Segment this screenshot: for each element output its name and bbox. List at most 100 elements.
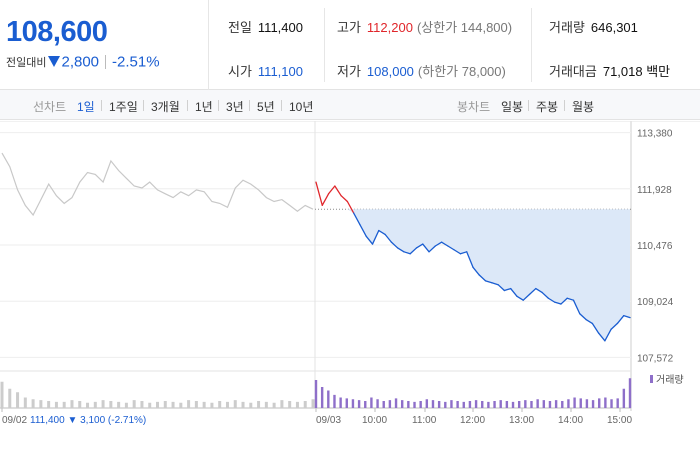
volume-bar bbox=[628, 378, 632, 408]
prev-day-volume-bar bbox=[233, 400, 237, 408]
prev-day-volume-bar bbox=[218, 401, 222, 408]
quote-header: 108,600 전일대비 2,800 -2.51% 전일 111,400 시가 111,… bbox=[0, 0, 700, 90]
divider bbox=[101, 100, 102, 111]
volume-bar bbox=[573, 397, 576, 408]
tab-3-year[interactable]: 3년 bbox=[226, 100, 244, 114]
volume-bar bbox=[456, 401, 459, 408]
price-segment bbox=[553, 301, 562, 305]
intraday-price-chart[interactable]: 113,380 111,928 110,476 109,024 107,572 거래량 09… bbox=[0, 121, 700, 450]
change-row: 전일대비 2,800 -2.51% bbox=[6, 53, 160, 71]
below-close-fill-area bbox=[316, 209, 630, 341]
price-segment bbox=[491, 282, 499, 286]
prev-day-volume-bar bbox=[23, 397, 27, 408]
prev-day-volume-bar bbox=[31, 399, 35, 408]
volume-bar bbox=[561, 401, 564, 408]
low-value: 108,000 bbox=[366, 64, 414, 79]
price-segment bbox=[315, 181, 323, 207]
price-segment bbox=[591, 322, 600, 334]
price-segment bbox=[434, 241, 443, 247]
volume-bar bbox=[339, 397, 342, 408]
tab-weekly-candle[interactable]: 주봉 bbox=[536, 100, 559, 114]
low-row: 저가 108,000 (하한가 78,000) bbox=[337, 61, 506, 80]
tab-daily-candle[interactable]: 일봉 bbox=[501, 100, 524, 114]
tab-10-year[interactable]: 10년 bbox=[289, 100, 314, 114]
prev-day-volume-bar bbox=[78, 401, 82, 408]
price-segment bbox=[396, 247, 405, 253]
volume-bar bbox=[481, 401, 484, 408]
divider bbox=[281, 100, 282, 111]
price-segment bbox=[497, 284, 506, 292]
price-segment bbox=[359, 224, 367, 237]
prev-day-volume-bar bbox=[101, 400, 105, 408]
y-tick-label: 113,380 bbox=[637, 129, 673, 140]
amount-value: 71,018 백만 bbox=[602, 64, 671, 79]
open-row: 시가 111,100 bbox=[228, 61, 303, 80]
amount-row: 거래대금 71,018 백만 bbox=[549, 61, 670, 80]
price-segment bbox=[516, 295, 524, 301]
prev-day-volume-bar bbox=[202, 401, 206, 408]
price-segment bbox=[447, 245, 455, 251]
lower-limit: (하한가 78,000) bbox=[417, 64, 506, 79]
volume-bar bbox=[444, 401, 447, 408]
prev-day-volume-bar bbox=[179, 402, 183, 408]
tab-1-day[interactable]: 1일 bbox=[77, 100, 95, 114]
prev-day-volume-bar bbox=[264, 401, 268, 408]
volume-bar bbox=[474, 400, 478, 408]
prev-day-volume-bar bbox=[249, 402, 253, 408]
prev-day-volume-bar bbox=[225, 401, 229, 408]
prev-day-volume-bar bbox=[117, 401, 121, 408]
divider bbox=[564, 100, 565, 111]
price-segment bbox=[616, 315, 625, 325]
high-label: 고가 bbox=[337, 20, 361, 35]
tab-3-month[interactable]: 3개월 bbox=[151, 100, 180, 114]
price-segment bbox=[484, 280, 493, 284]
down-arrow-icon bbox=[48, 56, 61, 68]
divider bbox=[143, 100, 144, 111]
volume-bar bbox=[413, 401, 416, 408]
change-value: 2,800 bbox=[61, 53, 100, 71]
high-row: 고가 112,200 (상한가 144,800) bbox=[337, 17, 512, 36]
volume-bar bbox=[364, 401, 367, 408]
volume-bar bbox=[357, 400, 361, 408]
volume-bar bbox=[524, 400, 527, 408]
volume-value: 646,301 bbox=[590, 20, 638, 35]
volume-bar bbox=[462, 401, 465, 408]
price-segment bbox=[321, 193, 330, 207]
prev-day-volume-bar bbox=[93, 401, 97, 408]
prev-close-value: 111,400 bbox=[257, 20, 303, 35]
volume-bar bbox=[591, 400, 595, 408]
volume-bar bbox=[567, 399, 570, 408]
price-segment bbox=[459, 251, 468, 255]
info-col-1: 전일 111,400 시가 111,100 bbox=[228, 0, 328, 90]
volume-bar bbox=[327, 390, 330, 408]
price-summary: 108,600 전일대비 2,800 -2.51% bbox=[0, 0, 209, 90]
tab-monthly-candle[interactable]: 월봉 bbox=[572, 100, 595, 114]
volume-bar bbox=[493, 401, 496, 408]
divider bbox=[249, 100, 250, 111]
x-tick-label: 09/03 bbox=[316, 415, 341, 426]
y-tick-label: 109,024 bbox=[637, 297, 674, 308]
price-segment bbox=[390, 241, 399, 249]
y-tick-label: 110,476 bbox=[637, 241, 673, 252]
price-segment bbox=[478, 274, 487, 282]
volume-bar bbox=[511, 401, 515, 408]
divider bbox=[324, 8, 325, 82]
volume-bar bbox=[499, 400, 502, 408]
prev-close-row: 전일 111,400 bbox=[228, 17, 303, 36]
volume-bar bbox=[407, 401, 410, 408]
tab-1-week[interactable]: 1주일 bbox=[109, 100, 138, 114]
price-segment bbox=[334, 185, 342, 197]
volume-bar bbox=[536, 399, 539, 408]
price-segment bbox=[353, 212, 361, 226]
price-segment bbox=[384, 233, 393, 243]
price-segment bbox=[453, 249, 462, 255]
volume-bar bbox=[320, 387, 324, 408]
volume-bar bbox=[400, 400, 404, 408]
tab-1-year[interactable]: 1년 bbox=[195, 100, 213, 114]
tab-5-year[interactable]: 5년 bbox=[257, 100, 275, 114]
y-tick-label: 107,572 bbox=[637, 353, 674, 364]
prev-day-volume-bar bbox=[187, 400, 191, 408]
volume-bar bbox=[610, 399, 613, 408]
change-label: 전일대비 bbox=[6, 56, 47, 69]
prev-day-volume-bar bbox=[280, 400, 284, 408]
